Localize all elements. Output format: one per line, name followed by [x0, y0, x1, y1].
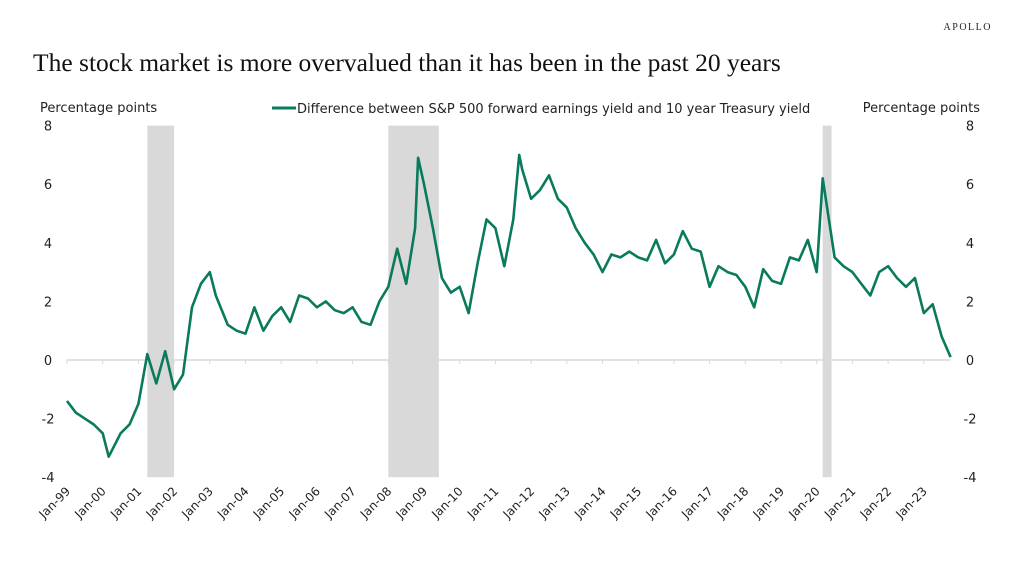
x-tick-label: Jan-17: [678, 484, 716, 522]
x-tick-label: Jan-19: [750, 484, 788, 522]
y-tick-label-right: 8: [966, 120, 974, 135]
x-tick-label: Jan-22: [857, 484, 895, 522]
x-tick-label: Jan-23: [892, 484, 930, 522]
x-tick-label: Jan-08: [357, 484, 395, 522]
recession-band: [147, 125, 175, 478]
x-tick-label: Jan-21: [821, 484, 859, 522]
y-axis-ticks: -4 -4 -2 -2 0 0 2 2 4 4 6 6 8 8: [42, 120, 977, 487]
x-tick-label: Jan-00: [71, 484, 109, 522]
y-tick-label-left: -4: [42, 471, 55, 486]
y-tick-label-left: 6: [44, 178, 52, 193]
x-tick-label: Jan-05: [250, 484, 288, 522]
x-tick-label: Jan-14: [571, 484, 609, 522]
y-axis-label-right: Percentage points: [863, 101, 980, 116]
y-tick-label-right: 0: [966, 354, 974, 369]
y-tick-label-right: -2: [964, 413, 977, 428]
recession-bands: [147, 125, 832, 478]
x-tick-label: Jan-09: [393, 484, 431, 522]
x-tick-label: Jan-04: [214, 484, 252, 522]
apollo-logo: APOLLO: [943, 22, 992, 33]
x-tick-label: Jan-15: [607, 484, 645, 522]
x-tick-label: Jan-11: [464, 484, 502, 522]
x-tick-label: Jan-06: [285, 484, 323, 522]
x-tick-label: Jan-16: [642, 484, 680, 522]
y-axis-label-left: Percentage points: [40, 101, 157, 116]
y-tick-label-right: 2: [966, 295, 974, 310]
chart-title: The stock market is more overvalued than…: [33, 48, 781, 77]
x-tick-label: Jan-10: [428, 484, 466, 522]
x-tick-label: Jan-02: [143, 484, 181, 522]
series-line: [65, 153, 952, 459]
y-tick-label-right: -4: [964, 471, 977, 486]
y-tick-label-left: 4: [44, 237, 52, 252]
x-tick-label: Jan-13: [535, 484, 573, 522]
x-tick-label: Jan-99: [36, 484, 74, 522]
recession-band: [822, 125, 832, 478]
y-tick-label-right: 6: [966, 178, 974, 193]
x-tick-label: Jan-03: [178, 484, 216, 522]
x-tick-label: Jan-20: [785, 484, 823, 522]
y-tick-label-left: 2: [44, 295, 52, 310]
recession-band: [388, 125, 439, 478]
y-tick-label-left: -2: [42, 413, 55, 428]
x-tick-label: Jan-12: [500, 484, 538, 522]
y-tick-label-left: 8: [44, 120, 52, 135]
y-tick-label-right: 4: [966, 237, 974, 252]
x-tick-label: Jan-18: [714, 484, 752, 522]
legend-label: Difference between S&P 500 forward earni…: [297, 102, 810, 117]
x-tick-label: Jan-01: [107, 484, 145, 522]
x-tick-label: Jan-07: [321, 484, 359, 522]
y-tick-label-left: 0: [44, 354, 52, 369]
